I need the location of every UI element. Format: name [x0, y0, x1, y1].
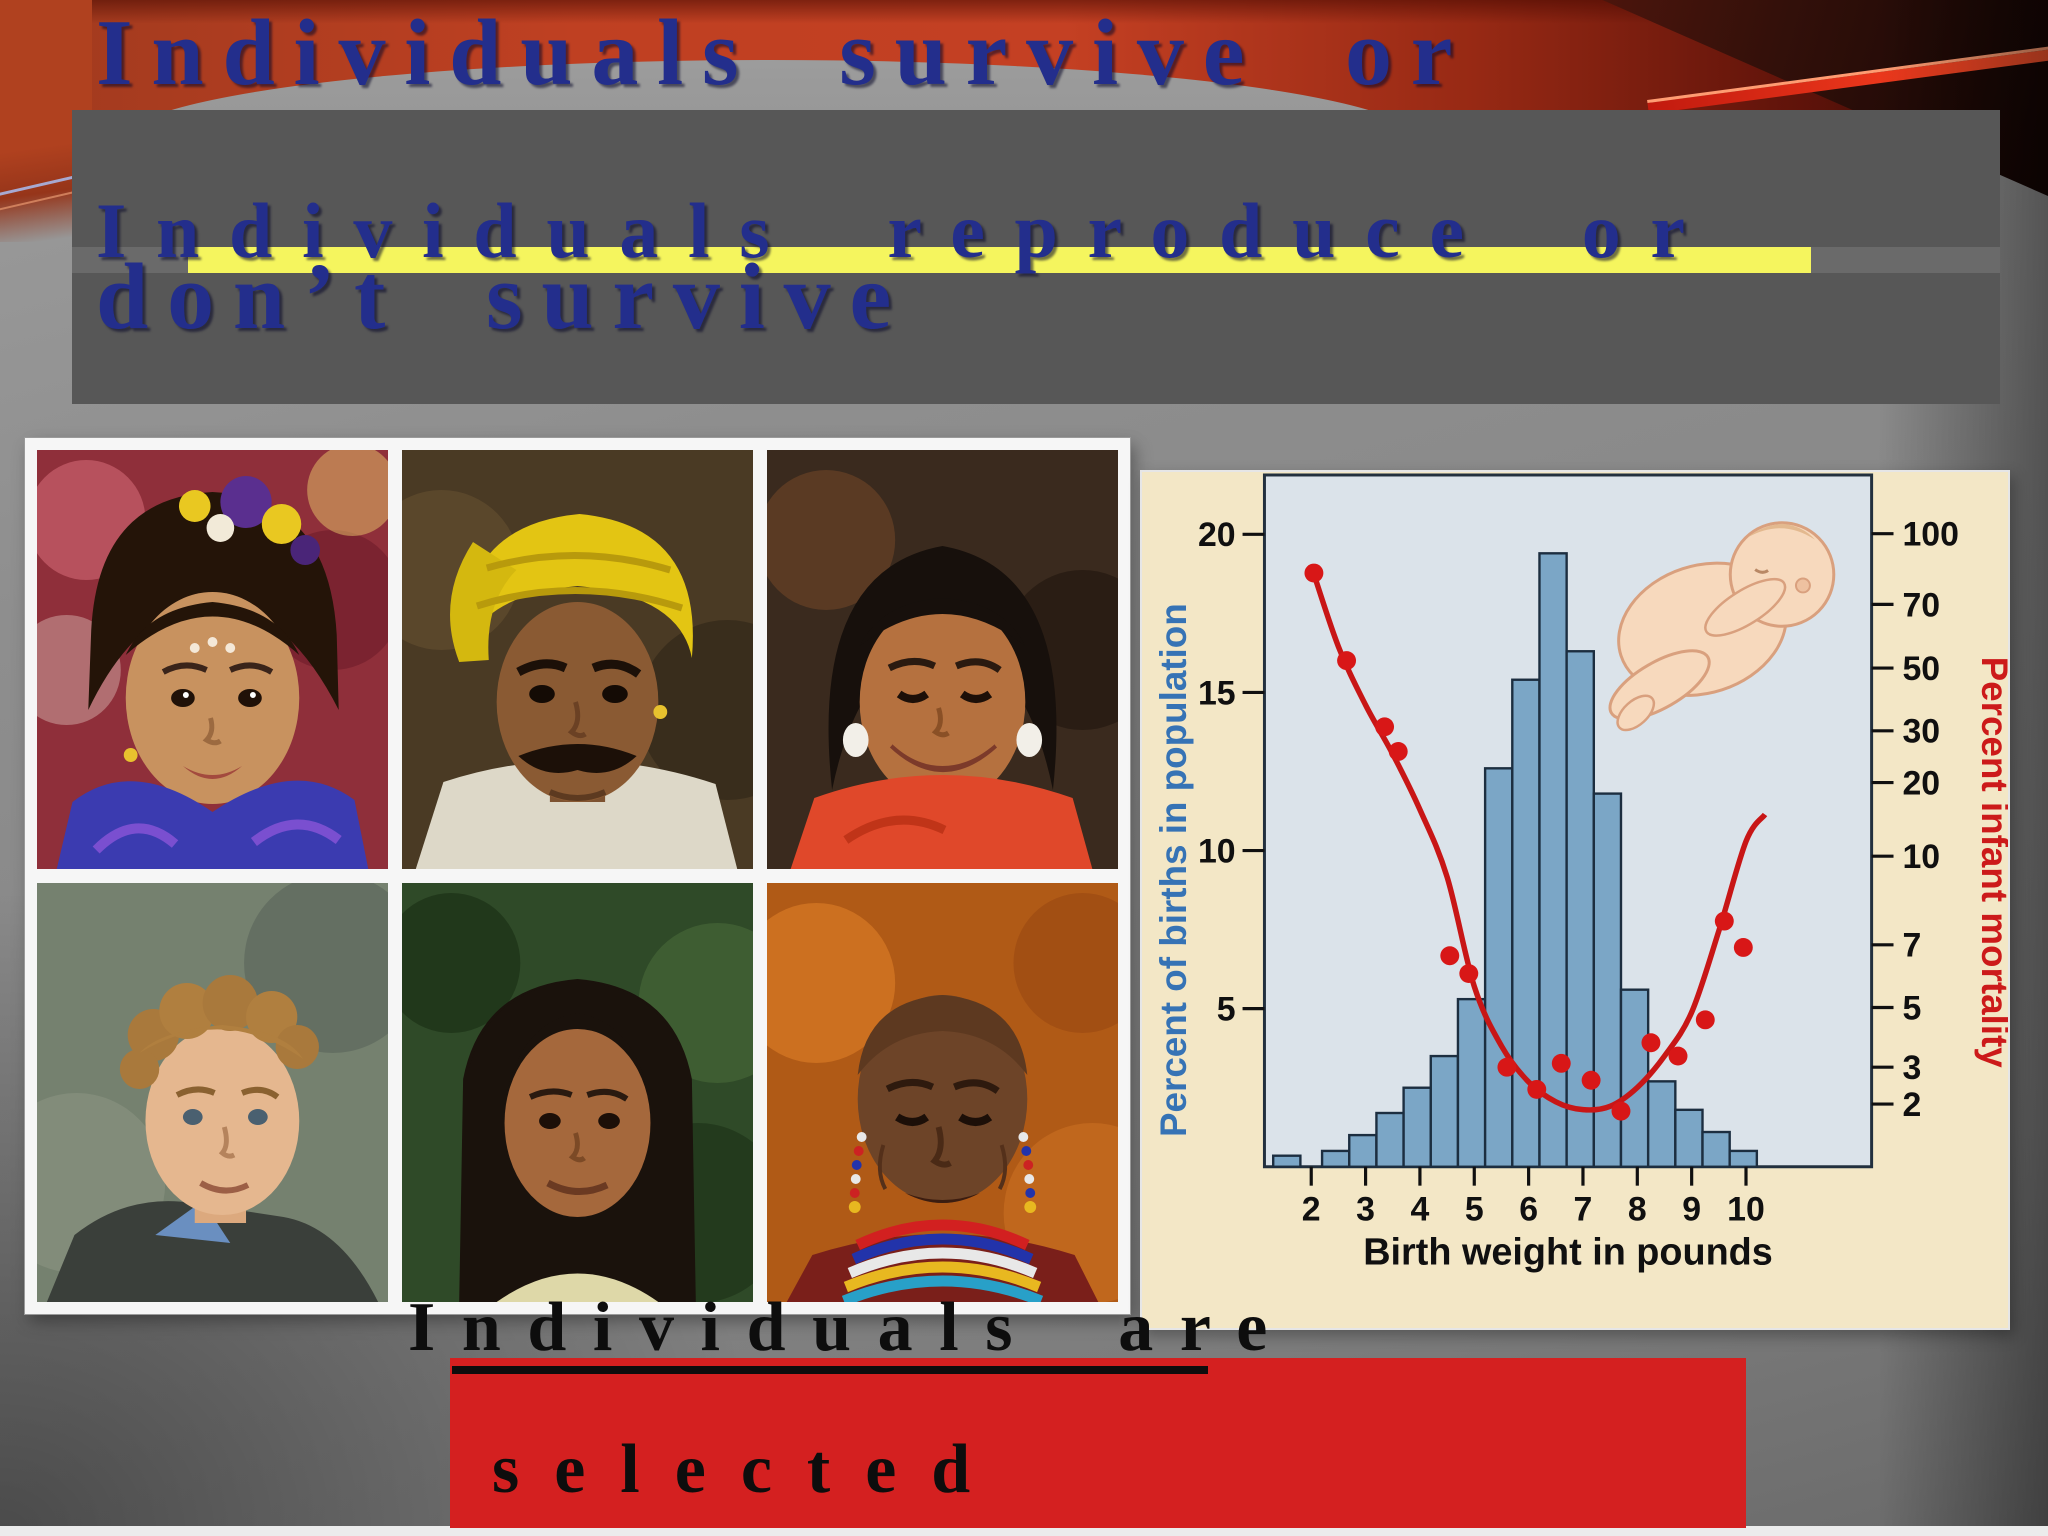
red-highlight-box	[450, 1358, 1746, 1528]
svg-text:5: 5	[1465, 1191, 1484, 1229]
svg-text:20: 20	[1902, 764, 1940, 802]
birth-weight-chart: 20 15 10 5 100 70 50 30 20 10 7 5 3 2 2 3 4 5 6 7 8 9 10 Perce…	[1140, 470, 2010, 1330]
baby-illustration	[1608, 521, 1836, 732]
svg-text:8: 8	[1628, 1191, 1647, 1229]
svg-text:2: 2	[1902, 1086, 1921, 1124]
photo-grid	[25, 438, 1130, 1314]
svg-text:10: 10	[1198, 832, 1236, 870]
photo-longhair-woman-image	[402, 883, 753, 1302]
svg-text:10: 10	[1902, 838, 1940, 876]
title-survive: Individuals survive or don’t survive	[96, 0, 1471, 358]
svg-text:20: 20	[1198, 516, 1236, 554]
photo-turban-man-image	[402, 450, 753, 869]
yellow-highlight-bar	[188, 247, 1811, 273]
svg-text:3: 3	[1902, 1049, 1921, 1087]
svg-text:15: 15	[1198, 674, 1236, 712]
photo-curly-man	[37, 883, 388, 1302]
svg-text:5: 5	[1217, 991, 1236, 1029]
photo-longhair-woman	[402, 883, 753, 1302]
photo-smiling-woman	[767, 450, 1118, 869]
svg-text:6: 6	[1519, 1191, 1538, 1229]
svg-text:3: 3	[1356, 1191, 1375, 1229]
title-survive-line2: don’t survive	[96, 245, 910, 349]
caption-selected: selected	[492, 1431, 1006, 1508]
photo-elder-woman	[767, 883, 1118, 1302]
photo-elder-woman-image	[767, 883, 1118, 1302]
svg-text:9: 9	[1682, 1191, 1701, 1229]
title-survive-line1: Individuals survive or	[96, 1, 1472, 105]
photo-curly-man-image	[37, 883, 388, 1302]
title-reproduce-line1: Individuals reproduce or	[96, 187, 1715, 274]
svg-text:7: 7	[1902, 927, 1921, 965]
svg-text:5: 5	[1902, 989, 1921, 1027]
svg-text:50: 50	[1902, 650, 1940, 688]
black-underline	[452, 1366, 1208, 1374]
right-axis-label: Percent infant mortality	[1974, 657, 2008, 1069]
svg-text:30: 30	[1902, 713, 1940, 751]
photo-turban-man	[402, 450, 753, 869]
photo-smiling-woman-image	[767, 450, 1118, 869]
svg-text:10: 10	[1727, 1191, 1765, 1229]
photo-girl-headdress-image	[37, 450, 388, 869]
svg-text:70: 70	[1902, 586, 1940, 624]
svg-text:4: 4	[1411, 1191, 1430, 1229]
left-axis-label: Percent of births in population	[1153, 603, 1194, 1137]
svg-text:2: 2	[1302, 1191, 1321, 1229]
svg-text:7: 7	[1574, 1191, 1593, 1229]
x-axis-label: Birth weight in pounds	[1363, 1231, 1773, 1273]
slide-bottom-edge	[0, 1526, 2048, 1536]
svg-text:100: 100	[1902, 516, 1958, 554]
photo-girl-headdress	[37, 450, 388, 869]
caption-individuals-are: Individuals are	[408, 1289, 1294, 1366]
mortality-points	[1304, 563, 1753, 1121]
